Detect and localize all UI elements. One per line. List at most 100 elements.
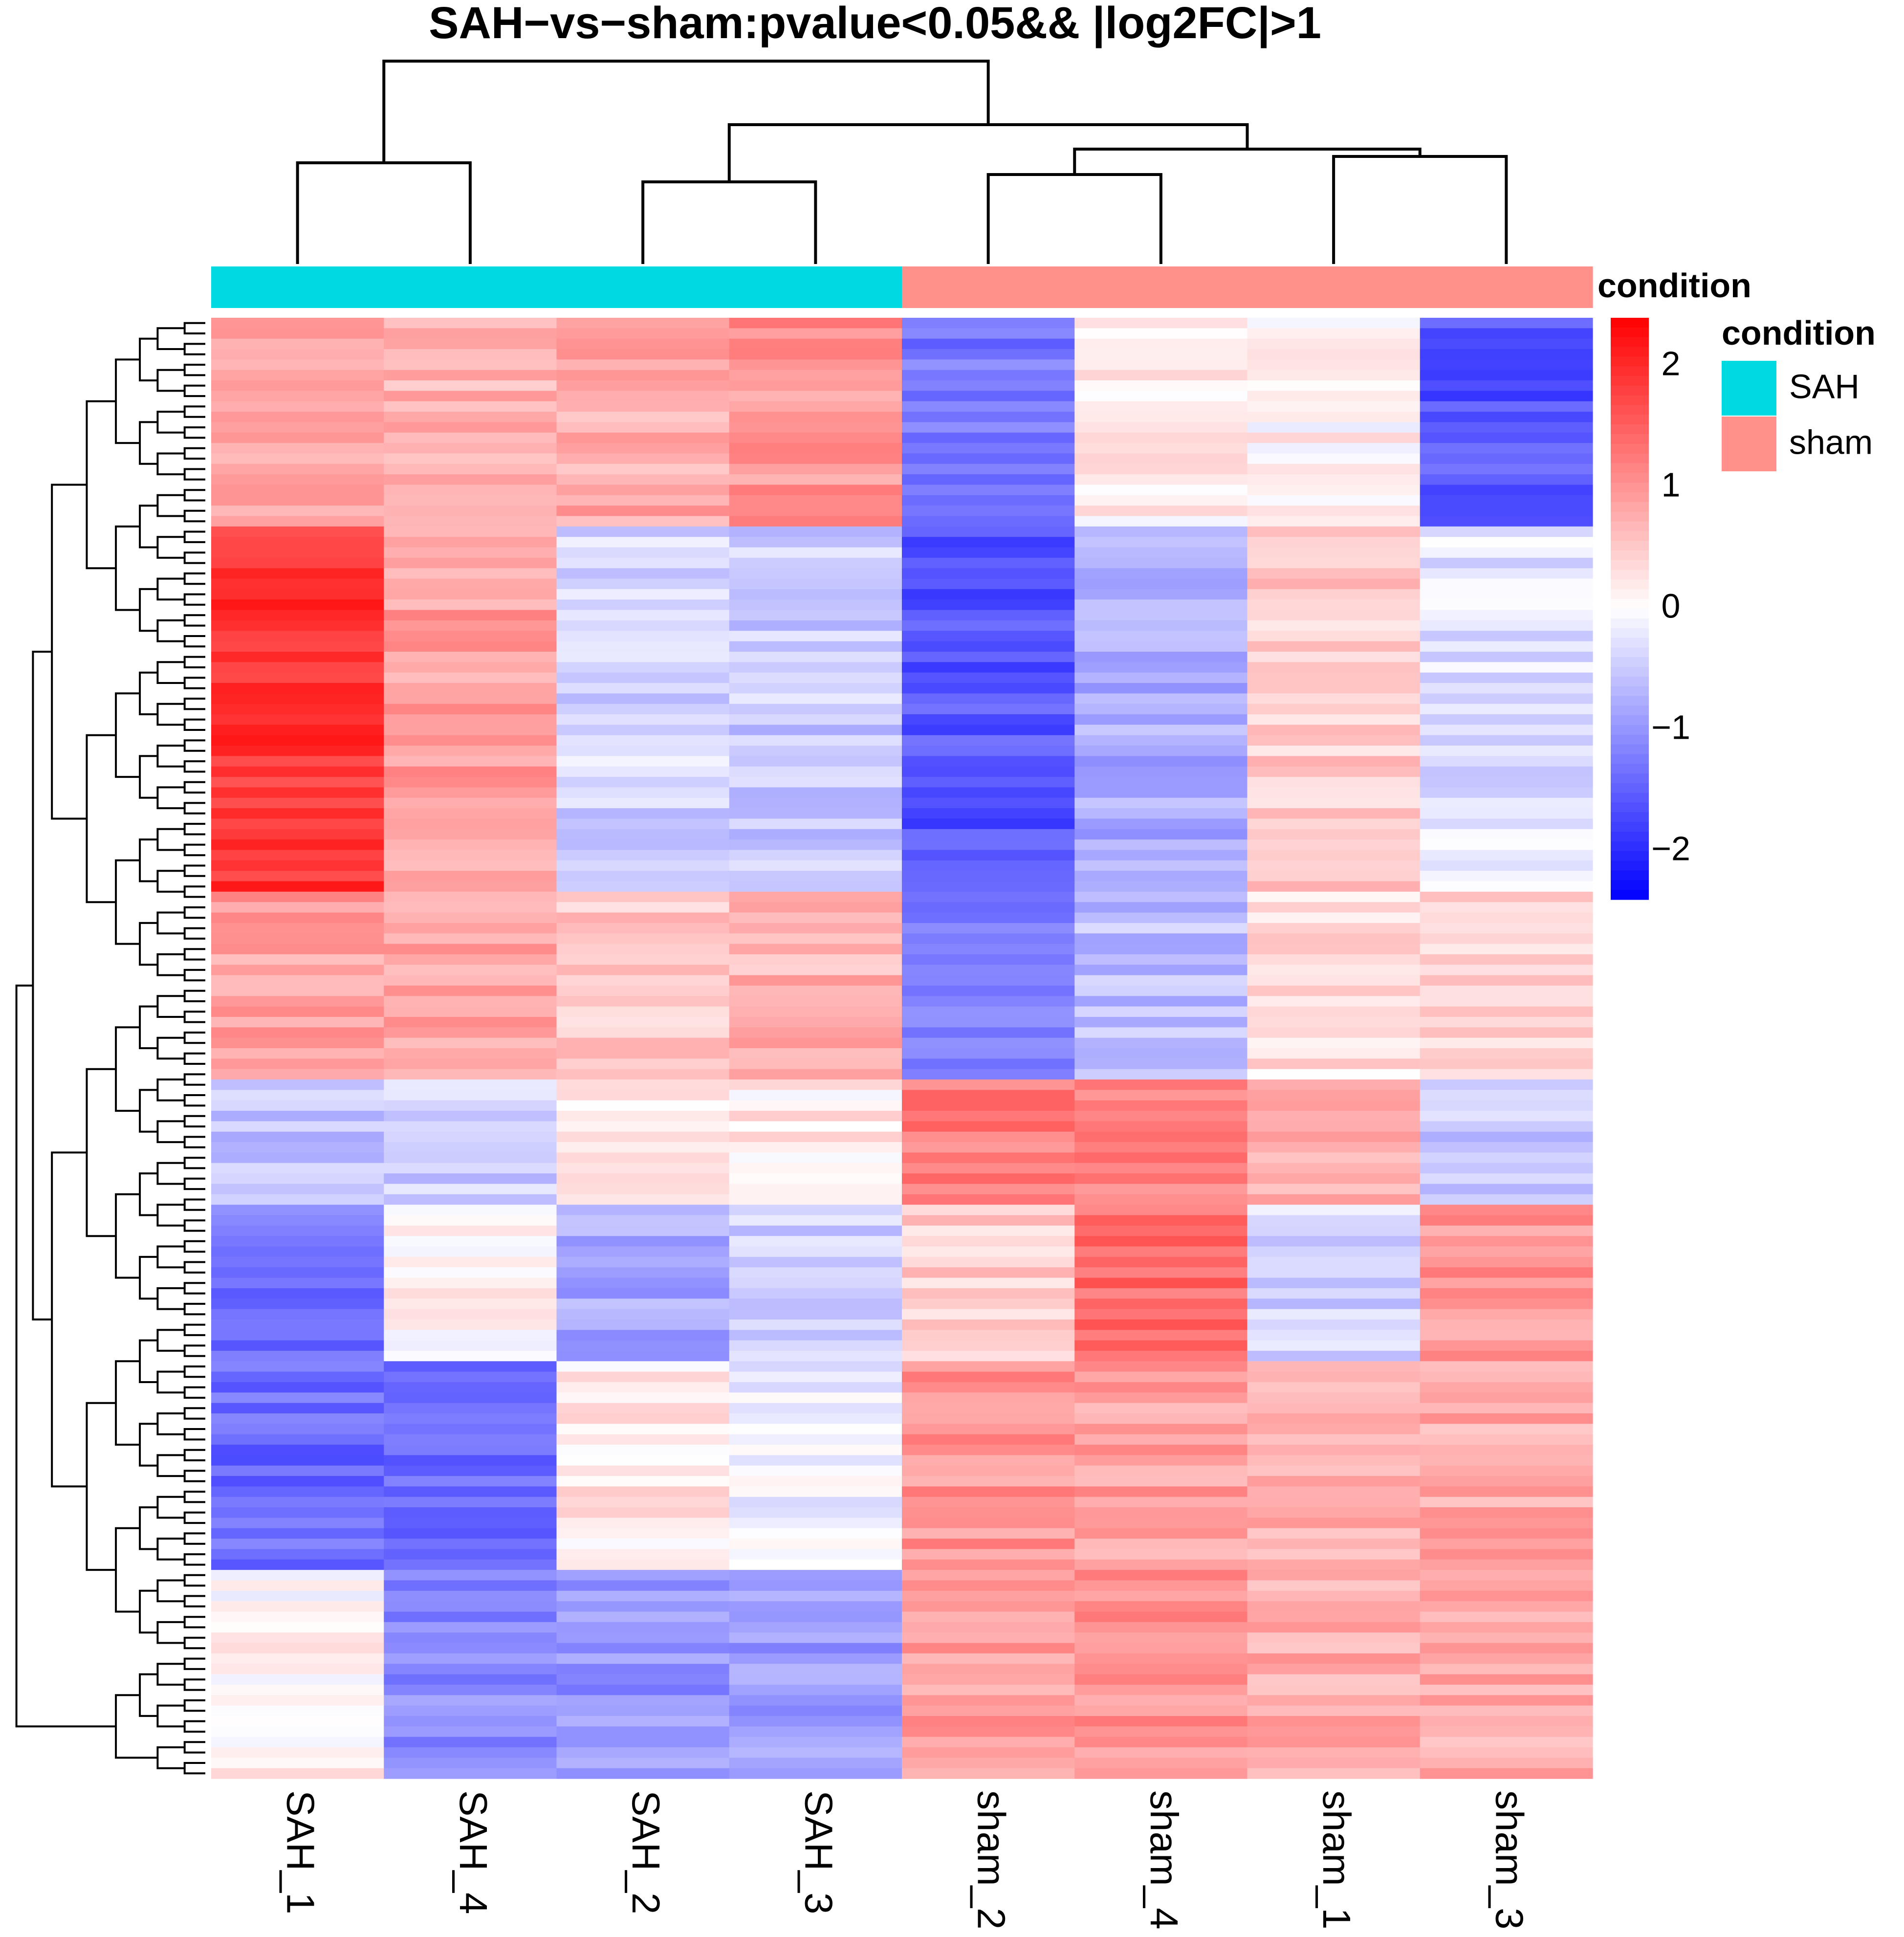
heatmap-cell: [1247, 1507, 1421, 1519]
heatmap-cell: [556, 1319, 730, 1330]
heatmap-cell: [384, 526, 557, 537]
heatmap-cell: [1074, 1580, 1248, 1591]
heatmap-cell: [1420, 1601, 1593, 1612]
heatmap-cell: [902, 391, 1075, 402]
heatmap-cell: [1247, 631, 1421, 642]
heatmap-cell: [1247, 526, 1421, 537]
heatmap-cell: [556, 1507, 730, 1519]
heatmap-cell: [1247, 850, 1421, 861]
heatmap-cell: [556, 422, 730, 433]
color-scale-tick-label: 2: [1662, 345, 1681, 383]
heatmap-cell: [211, 683, 384, 694]
heatmap-cell: [902, 631, 1075, 642]
heatmap-cell: [556, 933, 730, 945]
heatmap-cell: [556, 746, 730, 756]
heatmap-cell: [556, 1079, 730, 1090]
heatmap-cell: [556, 985, 730, 996]
heatmap-cell: [211, 537, 384, 548]
heatmap-cell: [729, 453, 902, 464]
heatmap-cell: [1420, 1277, 1593, 1289]
heatmap-cell: [902, 1747, 1075, 1758]
heatmap-cell: [211, 1643, 384, 1654]
heatmap-cell: [1247, 797, 1421, 809]
heatmap-cell: [1247, 683, 1421, 694]
heatmap-cell: [211, 1424, 384, 1435]
heatmap-cell: [1420, 568, 1593, 579]
heatmap-cell: [384, 1277, 557, 1289]
heatmap-cell: [384, 1100, 557, 1111]
heatmap-cell: [1420, 401, 1593, 412]
heatmap-cell: [729, 944, 902, 955]
heatmap-cell: [211, 380, 384, 391]
color-scale-segment: [1611, 415, 1649, 425]
heatmap-cell: [902, 1037, 1075, 1049]
heatmap-cell: [1074, 1236, 1248, 1247]
heatmap-cell: [729, 1716, 902, 1727]
heatmap-cell: [1420, 1758, 1593, 1769]
heatmap-cell: [1247, 412, 1421, 423]
heatmap-cell: [1420, 412, 1593, 423]
heatmap-cell: [1074, 380, 1248, 391]
heatmap-cell: [1074, 651, 1248, 662]
heatmap-cell: [384, 422, 557, 433]
heatmap-cell: [556, 1601, 730, 1612]
heatmap-cell: [1074, 1643, 1248, 1654]
heatmap-cell: [1420, 1111, 1593, 1122]
heatmap-cell: [729, 1090, 902, 1101]
heatmap-cell: [211, 1486, 384, 1497]
heatmap-cell: [1247, 1486, 1421, 1497]
heatmap-cell: [729, 871, 902, 882]
heatmap-cell: [211, 1037, 384, 1049]
heatmap-cell: [1420, 349, 1593, 360]
heatmap-cell: [1420, 484, 1593, 496]
heatmap-cell: [1074, 1246, 1248, 1257]
heatmap-cell: [384, 1319, 557, 1330]
heatmap-cell: [384, 756, 557, 767]
heatmap-cell: [1247, 860, 1421, 871]
heatmap-cell: [211, 1246, 384, 1257]
heatmap-cell: [1420, 1476, 1593, 1487]
heatmap-cell: [902, 1006, 1075, 1017]
color-scale-segment: [1611, 473, 1649, 483]
heatmap-cell: [1074, 965, 1248, 976]
heatmap-cell: [729, 401, 902, 412]
heatmap-cell: [729, 860, 902, 871]
heatmap-cell: [729, 704, 902, 715]
heatmap-cell: [1247, 1236, 1421, 1247]
heatmap-cell: [1074, 516, 1248, 527]
heatmap-cell: [1420, 1173, 1593, 1185]
heatmap-cell: [211, 714, 384, 725]
heatmap-cell: [211, 391, 384, 402]
heatmap-cell: [384, 401, 557, 412]
heatmap-cell: [211, 401, 384, 412]
heatmap-cell: [1420, 923, 1593, 934]
color-scale-segment: [1611, 385, 1649, 396]
heatmap-cell: [902, 328, 1075, 339]
heatmap-cell: [1247, 641, 1421, 652]
color-scale-segment: [1611, 773, 1649, 784]
heatmap-cell: [902, 1090, 1075, 1101]
heatmap-cell: [384, 1570, 557, 1581]
heatmap-cell: [384, 871, 557, 882]
heatmap-cell: [729, 1497, 902, 1508]
heatmap-cell: [384, 923, 557, 934]
color-scale-segment: [1611, 347, 1649, 357]
heatmap-cell: [556, 1590, 730, 1602]
heatmap-cell: [211, 1309, 384, 1320]
heatmap-cell: [902, 1497, 1075, 1508]
heatmap-cell: [729, 1225, 902, 1236]
heatmap-cell: [902, 1674, 1075, 1685]
heatmap-cell: [1420, 1737, 1593, 1748]
heatmap-cell: [902, 1528, 1075, 1539]
heatmap-cell: [556, 725, 730, 736]
color-scale-segment: [1611, 434, 1649, 444]
row-dendrogram-link: [15, 984, 116, 1728]
heatmap-cell: [1074, 1559, 1248, 1570]
heatmap-cell: [729, 1424, 902, 1435]
heatmap-cell: [729, 1194, 902, 1205]
heatmap-cell: [1247, 1758, 1421, 1769]
heatmap-cell: [1247, 1611, 1421, 1623]
heatmap-cell: [556, 954, 730, 965]
heatmap-cell: [1247, 1048, 1421, 1059]
heatmap-cell: [556, 474, 730, 485]
